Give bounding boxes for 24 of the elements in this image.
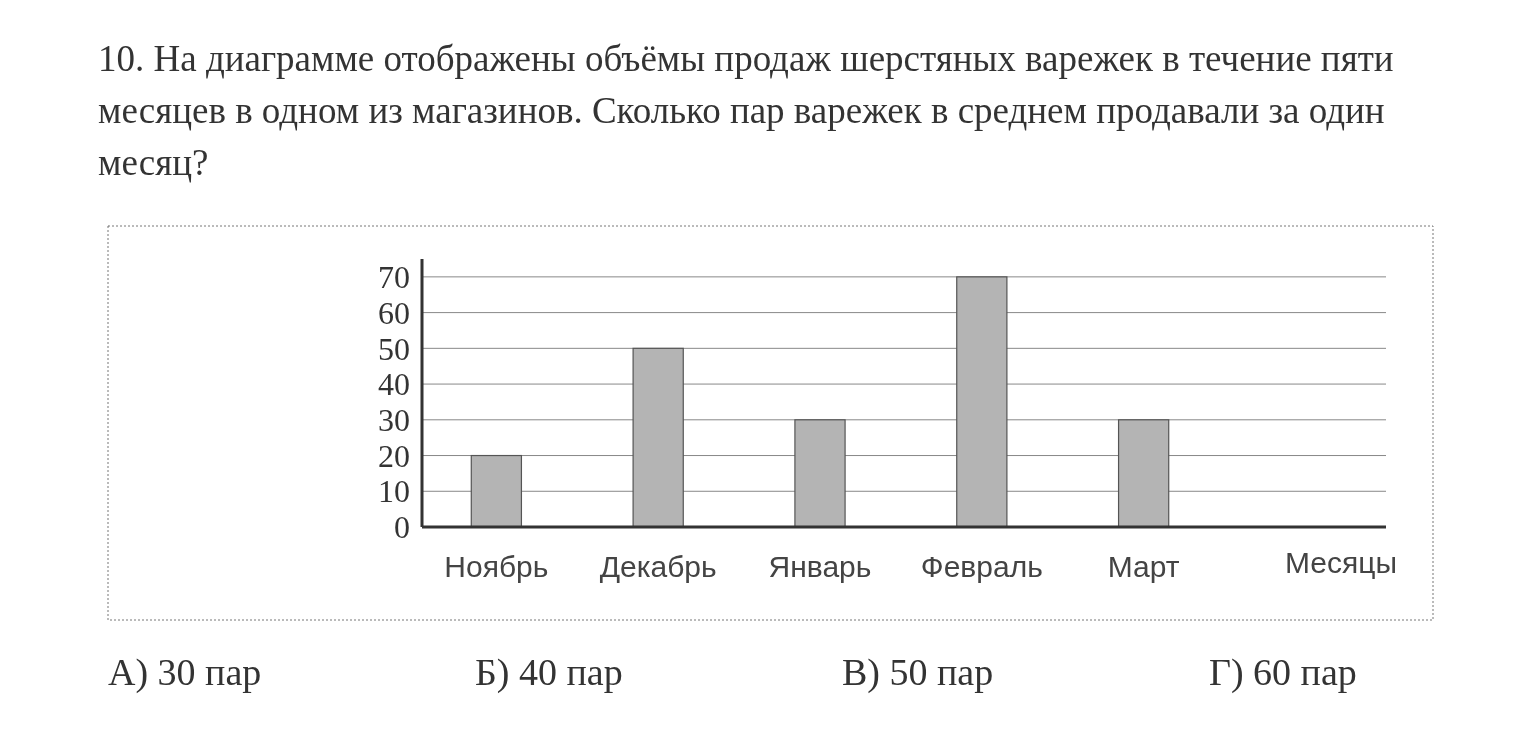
text: В) 50 пар [842,651,994,694]
y-tick-label: 10 [378,473,410,510]
x-tick-label: Февраль [920,550,1043,583]
text: Б) 40 пар [475,651,623,694]
y-tick-label: 70 [378,259,410,296]
bar [956,276,1008,528]
x-tick-label: Март [1107,550,1180,583]
x-tick-label: Декабрь [599,550,717,583]
text: А) 30 пар [108,651,262,694]
x-tick-label: Ноябрь [444,550,549,583]
bar [794,419,846,528]
y-tick-label: 0 [394,509,410,546]
y-tick-label: 60 [378,294,410,331]
bar [1117,419,1170,528]
chart-title: 10. На диаграмме отображены объёмы продаж шерстяных варежек в течение пяти месяцев в одном из магазинов. Сколько пар варежек в среднем продавали за один месяц? [98,37,1395,185]
y-tick-label: 20 [378,437,410,474]
x-axis-title: Месяцы [1284,546,1398,579]
y-tick-label: 30 [378,402,410,438]
y-tick-label: 50 [378,330,410,367]
bar [470,454,523,528]
x-tick-label: Январь [768,550,872,583]
bar [632,347,684,528]
y-tick-label: 40 [378,366,410,403]
text: Г) 60 пар [1209,651,1357,694]
